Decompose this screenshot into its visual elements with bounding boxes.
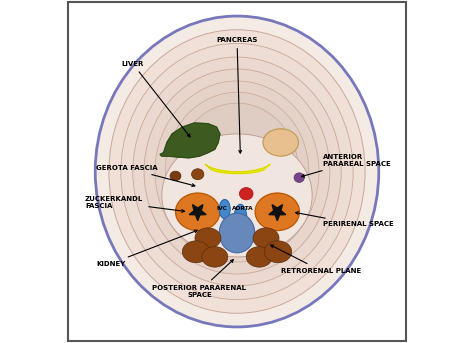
Ellipse shape xyxy=(175,103,299,240)
Ellipse shape xyxy=(144,69,330,274)
Ellipse shape xyxy=(155,81,319,262)
Ellipse shape xyxy=(182,241,210,263)
Ellipse shape xyxy=(202,247,228,267)
Ellipse shape xyxy=(255,193,300,230)
Ellipse shape xyxy=(219,213,255,253)
Ellipse shape xyxy=(195,228,221,248)
Text: POSTERIOR PARARENAL
SPACE: POSTERIOR PARARENAL SPACE xyxy=(153,260,246,298)
Ellipse shape xyxy=(239,188,253,200)
Ellipse shape xyxy=(165,92,309,251)
Ellipse shape xyxy=(219,200,230,218)
Ellipse shape xyxy=(191,169,204,180)
Polygon shape xyxy=(189,205,206,221)
Ellipse shape xyxy=(162,134,312,257)
Ellipse shape xyxy=(175,193,220,230)
Ellipse shape xyxy=(109,30,365,313)
Text: PERIRENAL SPACE: PERIRENAL SPACE xyxy=(296,212,394,227)
Text: LIVER: LIVER xyxy=(122,61,190,137)
Text: KIDNEY: KIDNEY xyxy=(96,230,197,267)
Ellipse shape xyxy=(234,204,247,240)
Text: AORTA: AORTA xyxy=(232,205,254,211)
Ellipse shape xyxy=(95,16,379,327)
Polygon shape xyxy=(269,205,286,221)
Text: GEROTA FASCIA: GEROTA FASCIA xyxy=(96,165,195,187)
Ellipse shape xyxy=(170,171,181,181)
Text: ZUCKERKANDL
FASCIA: ZUCKERKANDL FASCIA xyxy=(85,196,184,212)
Ellipse shape xyxy=(294,173,304,182)
Ellipse shape xyxy=(264,241,292,263)
Ellipse shape xyxy=(263,129,299,156)
Polygon shape xyxy=(205,164,270,174)
Ellipse shape xyxy=(121,44,353,299)
Text: ANTERIOR
PARAREAL SPACE: ANTERIOR PARAREAL SPACE xyxy=(301,154,391,177)
Polygon shape xyxy=(160,123,220,158)
Ellipse shape xyxy=(246,247,272,267)
Text: IVC: IVC xyxy=(216,205,227,211)
Ellipse shape xyxy=(133,57,341,286)
Ellipse shape xyxy=(253,228,279,248)
Text: RETRORENAL PLANE: RETRORENAL PLANE xyxy=(271,245,361,274)
Text: PANCREAS: PANCREAS xyxy=(216,37,258,153)
